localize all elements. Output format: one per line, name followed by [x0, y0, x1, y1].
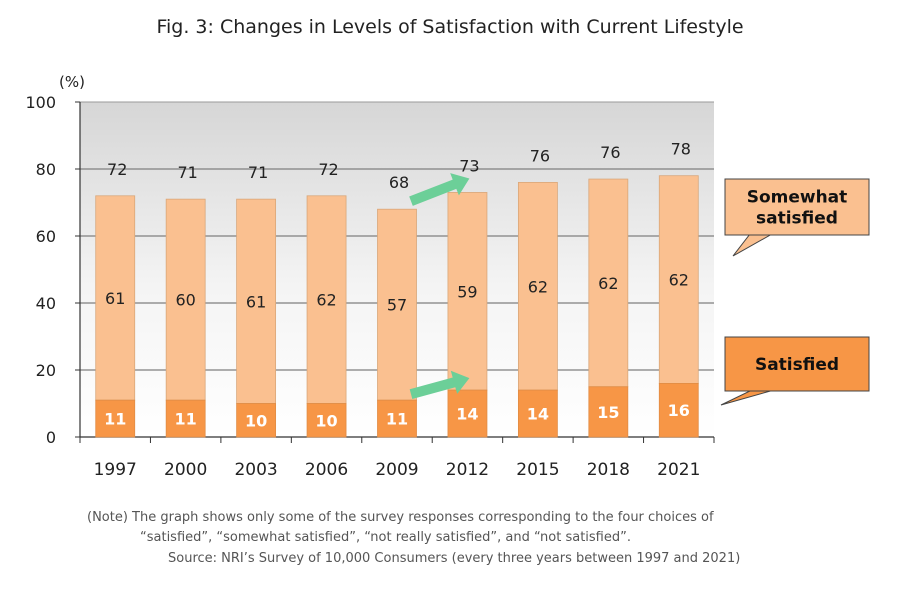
data-label-somewhat-satisfied: 62	[528, 277, 548, 296]
data-label-total: 78	[671, 140, 691, 159]
bar-satisfied	[658, 382, 699, 438]
callout-satisfied-tail	[720, 389, 775, 406]
y-tick-label: 20	[36, 361, 56, 380]
bar-satisfied	[588, 386, 629, 438]
note-line-2: “satisfied”, “somewhat satisfied”, “not …	[140, 530, 631, 545]
x-tick-label: 1997	[94, 460, 137, 480]
data-label-somewhat-satisfied: 59	[457, 282, 477, 301]
bar-satisfied	[95, 399, 136, 438]
bar-satisfied	[517, 389, 558, 438]
x-tick-label: 2006	[305, 460, 348, 480]
callout-somewhat-satisfied-box	[724, 178, 870, 236]
callout-satisfied: Satisfied	[720, 336, 870, 406]
data-label-somewhat-satisfied: 62	[316, 291, 336, 310]
callout-satisfied-label: Satisfied	[755, 355, 839, 375]
bar-somewhat-satisfied	[658, 175, 699, 384]
data-label-total: 68	[389, 173, 409, 192]
data-label-satisfied: 10	[315, 411, 337, 430]
data-label-total: 73	[459, 156, 479, 175]
chart-title: Fig. 3: Changes in Levels of Satisfactio…	[156, 16, 744, 38]
bar-somewhat-satisfied	[517, 181, 558, 391]
data-label-satisfied: 11	[386, 410, 408, 429]
data-label-total: 71	[248, 163, 268, 182]
callout-satisfied-box	[724, 336, 870, 392]
y-tick-label: 40	[36, 294, 56, 313]
data-label-total: 71	[177, 163, 197, 182]
data-label-satisfied: 10	[245, 411, 267, 430]
bar-somewhat-satisfied	[165, 198, 206, 401]
data-label-total: 76	[600, 143, 620, 162]
x-tick-label: 2018	[587, 460, 630, 480]
bar-satisfied	[236, 403, 277, 438]
x-tick-label: 2021	[657, 460, 700, 480]
data-label-satisfied: 16	[668, 401, 690, 420]
data-label-satisfied: 11	[175, 410, 197, 429]
x-tick-label: 2015	[516, 460, 559, 480]
bars	[95, 175, 699, 438]
y-tick-label: 80	[36, 160, 56, 179]
data-label-total: 76	[530, 146, 550, 165]
callout-somewhat-satisfied-label: Somewhat	[747, 188, 848, 208]
x-tick-label: 2000	[164, 460, 207, 480]
y-axis-label: (%)	[59, 73, 85, 91]
data-label-somewhat-satisfied: 62	[598, 274, 618, 293]
bar-satisfied	[447, 389, 488, 438]
bar-somewhat-satisfied	[447, 192, 488, 391]
bar-satisfied	[165, 399, 206, 438]
bar-satisfied	[377, 399, 417, 438]
data-label-somewhat-satisfied: 62	[669, 271, 689, 290]
data-label-satisfied: 11	[104, 410, 126, 429]
data-label-somewhat-satisfied: 61	[105, 289, 125, 308]
x-tick-label: 2003	[234, 460, 277, 480]
data-label-somewhat-satisfied: 61	[246, 292, 266, 311]
callout-somewhat-satisfied-tail	[732, 233, 774, 257]
trend-arrows	[409, 173, 470, 399]
bar-satisfied	[306, 403, 347, 438]
y-tick-label: 0	[46, 428, 56, 447]
data-label-satisfied: 15	[597, 403, 619, 422]
data-label-total: 72	[107, 160, 127, 179]
data-label-satisfied: 14	[527, 405, 549, 424]
callout-somewhat-satisfied-label: satisfied	[756, 209, 838, 229]
trend-arrow-icon	[409, 370, 470, 399]
data-label-somewhat-satisfied: 60	[175, 291, 195, 310]
data-labels: 1997 11 61 72 2000 11 60 71 2003 10 61 71 2006 10 62 72…	[94, 140, 701, 480]
y-tick-label: 100	[25, 93, 56, 112]
y-tick-label: 60	[36, 227, 56, 246]
data-label-satisfied: 14	[456, 405, 478, 424]
data-label-somewhat-satisfied: 57	[387, 296, 407, 315]
note-line-1: (Note) The graph shows only some of the …	[87, 510, 714, 525]
x-tick-label: 2012	[446, 460, 489, 480]
bar-somewhat-satisfied	[95, 195, 136, 401]
source-note: Source: NRI’s Survey of 10,000 Consumers…	[168, 551, 741, 566]
x-tick-label: 2009	[375, 460, 418, 480]
data-label-total: 72	[318, 160, 338, 179]
bar-somewhat-satisfied	[236, 198, 277, 404]
trend-arrow-icon	[409, 173, 470, 206]
